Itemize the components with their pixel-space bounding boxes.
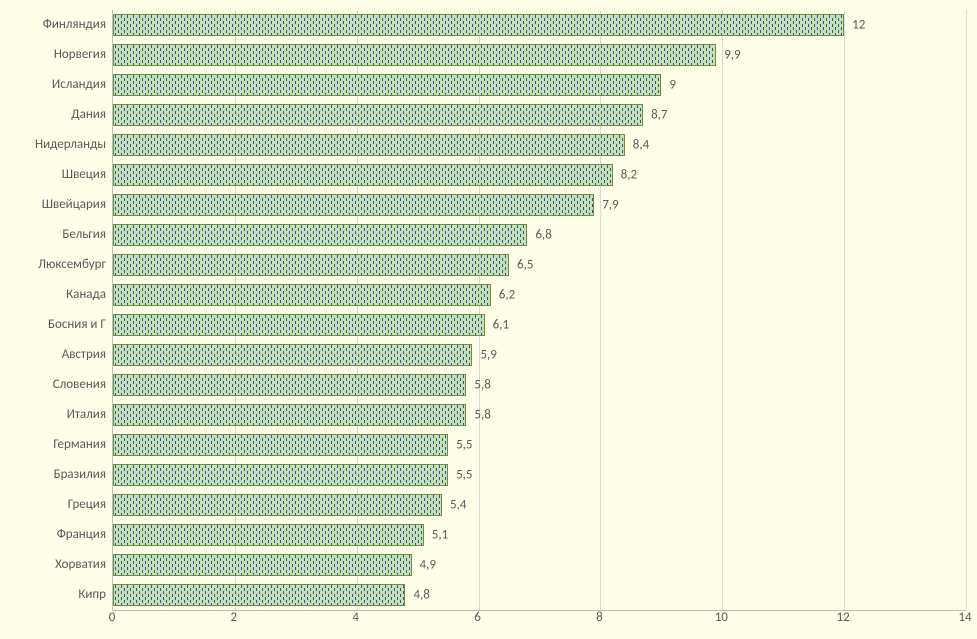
bar-value-label: 5,1 — [432, 528, 448, 543]
y-axis-label: Бельгия — [0, 228, 106, 242]
y-axis-label: Босния и Г — [0, 318, 106, 332]
bar — [113, 344, 472, 366]
y-axis-label: Германия — [0, 438, 106, 452]
bar — [113, 284, 491, 306]
bar — [113, 74, 661, 96]
bar-value-label: 4,8 — [413, 588, 429, 603]
bar — [113, 254, 509, 276]
bar-value-label: 5,8 — [474, 408, 490, 423]
x-axis-label: 6 — [474, 610, 481, 625]
bar-value-label: 8,2 — [621, 168, 637, 183]
y-axis-label: Кипр — [0, 588, 106, 602]
bar-value-label: 6,5 — [517, 258, 533, 273]
bar-value-label: 9,9 — [724, 48, 740, 63]
y-axis-label: Норвегия — [0, 48, 106, 62]
bar — [113, 104, 643, 126]
bar-value-label: 5,5 — [456, 438, 472, 453]
bar — [113, 554, 412, 576]
bar — [113, 224, 527, 246]
bar-value-label: 12 — [852, 18, 865, 33]
y-axis-label: Франция — [0, 528, 106, 542]
bar — [113, 464, 448, 486]
x-axis-label: 8 — [596, 610, 603, 625]
bar-value-label: 4,9 — [420, 558, 436, 573]
bar — [113, 44, 716, 66]
y-axis-label: Швейцария — [0, 198, 106, 212]
bar-value-label: 6,2 — [499, 288, 515, 303]
bar — [113, 404, 466, 426]
gridline — [479, 10, 480, 610]
gridline — [357, 10, 358, 610]
bar-value-label: 8,4 — [633, 138, 649, 153]
x-axis-label: 0 — [109, 610, 116, 625]
y-axis-label: Финляндия — [0, 18, 106, 32]
bar — [113, 164, 613, 186]
bar — [113, 194, 594, 216]
x-axis-label: 10 — [715, 610, 728, 625]
bar-value-label: 6,8 — [535, 228, 551, 243]
x-axis-label: 4 — [352, 610, 359, 625]
y-axis-label: Канада — [0, 288, 106, 302]
bar-value-label: 9 — [669, 78, 676, 93]
y-axis-label: Хорватия — [0, 558, 106, 572]
gridline — [844, 10, 845, 610]
bar-value-label: 6,1 — [493, 318, 509, 333]
bar — [113, 314, 485, 336]
bar-value-label: 8,7 — [651, 108, 667, 123]
bar — [113, 494, 442, 516]
x-axis-label: 2 — [231, 610, 238, 625]
gridline — [600, 10, 601, 610]
x-axis-label: 12 — [837, 610, 850, 625]
bar — [113, 14, 844, 36]
bar — [113, 134, 625, 156]
bar-value-label: 7,9 — [602, 198, 618, 213]
y-axis-label: Бразилия — [0, 468, 106, 482]
bar — [113, 524, 424, 546]
chart-container: Финляндия Норвегия Исландия Дания Нидерланды… — [0, 0, 977, 639]
y-axis-label: Греция — [0, 498, 106, 512]
y-axis-label: Дания — [0, 108, 106, 122]
y-axis-label: Люксембург — [0, 258, 106, 272]
y-axis-labels: Финляндия Норвегия Исландия Дания Нидерланды… — [0, 10, 110, 610]
gridline — [722, 10, 723, 610]
x-axis-label: 14 — [958, 610, 971, 625]
gridline — [235, 10, 236, 610]
gridline — [966, 10, 967, 610]
bar — [113, 374, 466, 396]
bar-value-label: 5,5 — [456, 468, 472, 483]
y-axis-label: Австрия — [0, 348, 106, 362]
bar-value-label: 5,8 — [474, 378, 490, 393]
bar — [113, 434, 448, 456]
y-axis-label: Нидерланды — [0, 138, 106, 152]
plot-area: 129,998,78,48,27,96,86,56,26,15,95,85,85… — [112, 10, 966, 611]
bar-value-label: 5,4 — [450, 498, 466, 513]
bar-value-label: 5,9 — [480, 348, 496, 363]
bar — [113, 584, 405, 606]
y-axis-label: Швеция — [0, 168, 106, 182]
y-axis-label: Италия — [0, 408, 106, 422]
y-axis-label: Исландия — [0, 78, 106, 92]
y-axis-label: Словения — [0, 378, 106, 392]
